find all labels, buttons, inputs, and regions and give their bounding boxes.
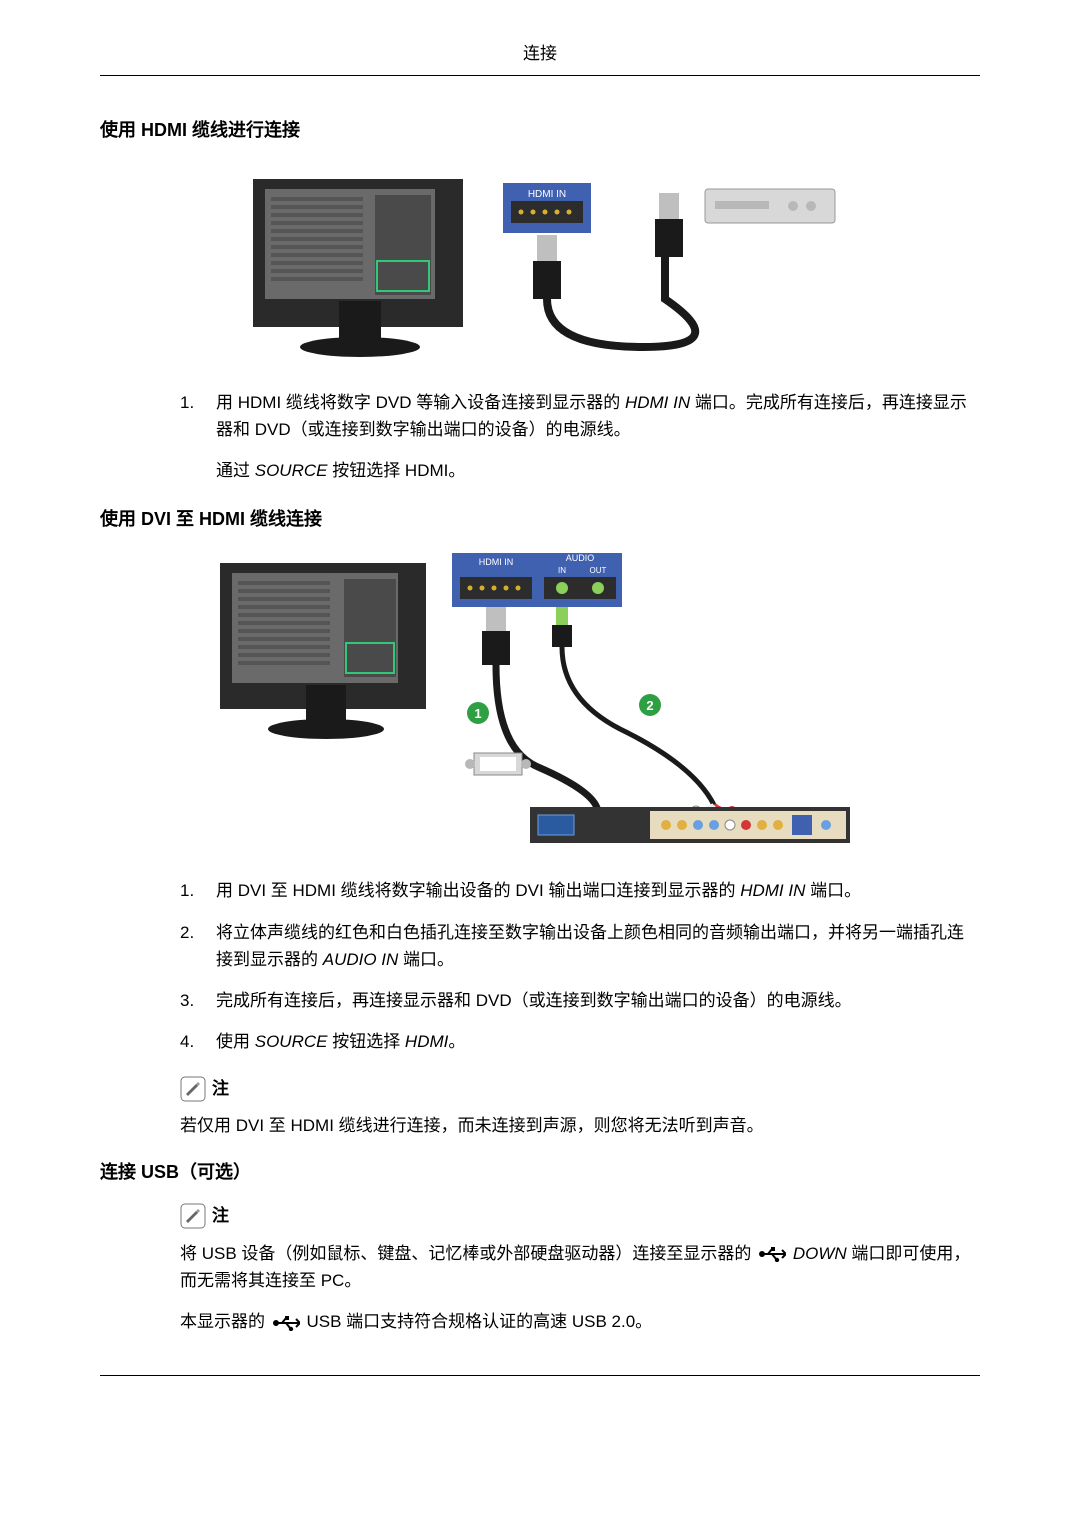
usb-icon bbox=[272, 1315, 300, 1331]
list-item: 1. 用 DVI 至 HDMI 缆线将数字输出设备的 DVI 输出端口连接到显示… bbox=[180, 877, 980, 904]
dvd-player bbox=[705, 189, 835, 223]
svg-text:HDMI IN: HDMI IN bbox=[528, 189, 566, 200]
page-title: 连接 bbox=[523, 44, 557, 63]
diagram-hdmi: HDMI IN bbox=[100, 161, 980, 361]
instructions-dvi: 1. 用 DVI 至 HDMI 缆线将数字输出设备的 DVI 输出端口连接到显示… bbox=[100, 877, 980, 1055]
diagram-dvi: HDMI IN AUDIO IN OUT 1 2 bbox=[100, 549, 980, 849]
list-item: 2. 将立体声缆线的红色和白色插孔连接至数字输出设备上颜色相同的音频输出端口，并… bbox=[180, 919, 980, 973]
page-footer bbox=[100, 1375, 980, 1376]
section-hdmi-heading: 使用 HDMI 缆线进行连接 bbox=[100, 116, 980, 145]
list-number: 1. bbox=[180, 389, 194, 416]
step-text: 完成所有连接后，再连接显示器和 DVD（或连接到数字输出端口的设备）的电源线。 bbox=[216, 991, 852, 1010]
dvi-connector bbox=[465, 753, 531, 775]
monitor-rear bbox=[220, 563, 426, 739]
note-text: 若仅用 DVI 至 HDMI 缆线进行连接，而未连接到声源，则您将无法听到声音。 bbox=[180, 1112, 980, 1139]
svg-text:AUDIO: AUDIO bbox=[566, 553, 595, 563]
hdmi-port-panel: HDMI IN bbox=[503, 183, 591, 233]
section-dvi-heading: 使用 DVI 至 HDMI 缆线连接 bbox=[100, 505, 980, 534]
step-text: 使用 SOURCE 按钮选择 HDMI。 bbox=[216, 1032, 465, 1051]
list-item: 4. 使用 SOURCE 按钮选择 HDMI。 bbox=[180, 1028, 980, 1055]
svg-text:IN: IN bbox=[558, 566, 566, 575]
note-label: 注 bbox=[212, 1075, 229, 1102]
note-usb: 注 将 USB 设备（例如鼠标、键盘、记忆棒或外部硬盘驱动器）连接至显示器的 D… bbox=[100, 1202, 980, 1335]
usb-para-2: 本显示器的 USB 端口支持符合规格认证的高速 USB 2.0。 bbox=[180, 1308, 980, 1335]
step-subtext: 通过 SOURCE 按钮选择 HDMI。 bbox=[216, 457, 980, 484]
usb-icon bbox=[758, 1246, 786, 1262]
note-dvi: 注 若仅用 DVI 至 HDMI 缆线进行连接，而未连接到声源，则您将无法听到声… bbox=[100, 1075, 980, 1139]
svg-text:2: 2 bbox=[646, 698, 653, 713]
pen-icon bbox=[180, 1076, 206, 1102]
list-item: 3. 完成所有连接后，再连接显示器和 DVD（或连接到数字输出端口的设备）的电源… bbox=[180, 987, 980, 1014]
svg-text:OUT: OUT bbox=[590, 566, 607, 575]
step-text: 将立体声缆线的红色和白色插孔连接至数字输出设备上颜色相同的音频输出端口，并将另一… bbox=[216, 923, 964, 969]
usb-para-1: 将 USB 设备（例如鼠标、键盘、记忆棒或外部硬盘驱动器）连接至显示器的 DOW… bbox=[180, 1240, 980, 1294]
port-panel: HDMI IN AUDIO IN OUT bbox=[452, 553, 622, 607]
page-header: 连接 bbox=[100, 40, 980, 76]
instructions-hdmi: 1. 用 HDMI 缆线将数字 DVD 等输入设备连接到显示器的 HDMI IN… bbox=[100, 389, 980, 485]
step-text: 用 DVI 至 HDMI 缆线将数字输出设备的 DVI 输出端口连接到显示器的 … bbox=[216, 881, 861, 900]
receiver-device bbox=[530, 807, 850, 843]
monitor-rear bbox=[253, 179, 463, 357]
step-text: 用 HDMI 缆线将数字 DVD 等输入设备连接到显示器的 HDMI IN 端口… bbox=[216, 393, 967, 439]
list-item: 1. 用 HDMI 缆线将数字 DVD 等输入设备连接到显示器的 HDMI IN… bbox=[180, 389, 980, 485]
hdmi-plug bbox=[482, 607, 510, 665]
pen-icon bbox=[180, 1203, 206, 1229]
note-label: 注 bbox=[212, 1202, 229, 1229]
section-usb-heading: 连接 USB（可选） bbox=[100, 1158, 980, 1187]
svg-text:HDMI IN: HDMI IN bbox=[479, 557, 514, 567]
audio-plug bbox=[552, 607, 572, 647]
svg-text:1: 1 bbox=[474, 706, 481, 721]
